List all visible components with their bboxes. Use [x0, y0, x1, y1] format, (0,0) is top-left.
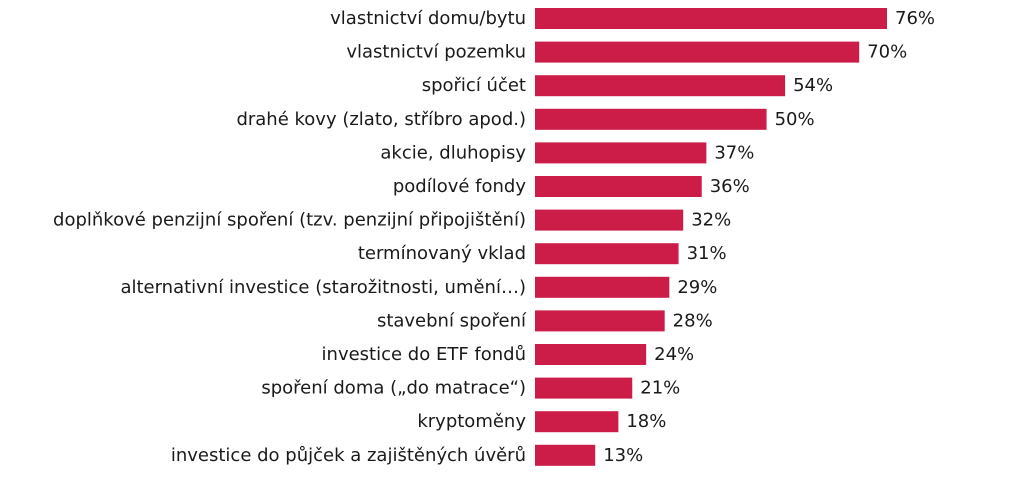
category-label: stavební spoření — [377, 310, 527, 331]
bar — [535, 444, 596, 466]
bar — [535, 310, 665, 332]
category-label: kryptoměny — [417, 411, 526, 432]
value-label: 70% — [867, 42, 907, 63]
value-label: 13% — [603, 445, 643, 466]
bar-row: kryptoměny 18% — [417, 411, 666, 433]
value-label: 54% — [793, 75, 833, 96]
bar-row: alternativní investice (starožitnosti, u… — [120, 276, 717, 298]
value-label: 76% — [895, 8, 935, 29]
bar — [535, 75, 786, 97]
category-label: podílové fondy — [393, 176, 527, 197]
bars-layer: vlastnictví domu/bytu 76% vlastnictví poze… — [53, 8, 935, 466]
bar-row: vlastnictví domu/bytu 76% — [330, 8, 935, 29]
category-label: spořicí účet — [422, 75, 526, 96]
bar — [535, 176, 702, 197]
bar-row: investice do půjček a zajištěných úvěrů 1… — [171, 444, 643, 466]
bar-row: investice do ETF fondů 24% — [322, 344, 694, 365]
bar — [535, 108, 767, 130]
category-label: vlastnictví domu/bytu — [330, 8, 526, 29]
bar-row: doplňkové penzijní spoření (tzv. penzijn… — [53, 209, 731, 231]
bar-row: akcie, dluhopisy 37% — [380, 142, 754, 164]
category-label: alternativní investice (starožitnosti, u… — [120, 277, 526, 298]
bar — [535, 377, 633, 399]
bar-row: vlastnictví pozemku 70% — [346, 41, 907, 63]
bar-row: stavební spoření 28% — [377, 310, 713, 332]
category-label: termínovaný vklad — [358, 243, 526, 264]
value-label: 37% — [714, 142, 754, 163]
value-label: 24% — [654, 344, 694, 365]
category-label: akcie, dluhopisy — [380, 142, 526, 163]
bar — [535, 8, 887, 29]
bar — [535, 243, 679, 265]
value-label: 28% — [673, 310, 713, 331]
value-label: 50% — [775, 109, 815, 130]
category-label: doplňkové penzijní spoření (tzv. penzijn… — [53, 210, 526, 231]
value-label: 21% — [640, 378, 680, 399]
value-label: 31% — [687, 243, 727, 264]
value-label: 36% — [710, 176, 750, 197]
category-label: investice do ETF fondů — [322, 344, 526, 365]
bar — [535, 344, 647, 365]
value-label: 29% — [677, 277, 717, 298]
bar — [535, 142, 707, 164]
bar-row: podílové fondy 36% — [393, 176, 750, 197]
value-label: 18% — [626, 411, 666, 432]
category-label: vlastnictví pozemku — [346, 42, 526, 63]
bar — [535, 411, 619, 433]
category-label: investice do půjček a zajištěných úvěrů — [171, 445, 526, 466]
bar — [535, 41, 860, 63]
bar-row: drahé kovy (zlato, stříbro apod.) 50% — [236, 108, 815, 130]
bar-row: spořicí účet 54% — [422, 75, 833, 97]
category-label: spoření doma („do matrace“) — [261, 378, 526, 399]
bar-row: spoření doma („do matrace“) 21% — [261, 377, 680, 399]
bar — [535, 209, 684, 231]
category-label: drahé kovy (zlato, stříbro apod.) — [236, 109, 526, 130]
bar — [535, 276, 670, 298]
bar-row: termínovaný vklad 31% — [358, 243, 727, 265]
value-label: 32% — [691, 210, 731, 231]
